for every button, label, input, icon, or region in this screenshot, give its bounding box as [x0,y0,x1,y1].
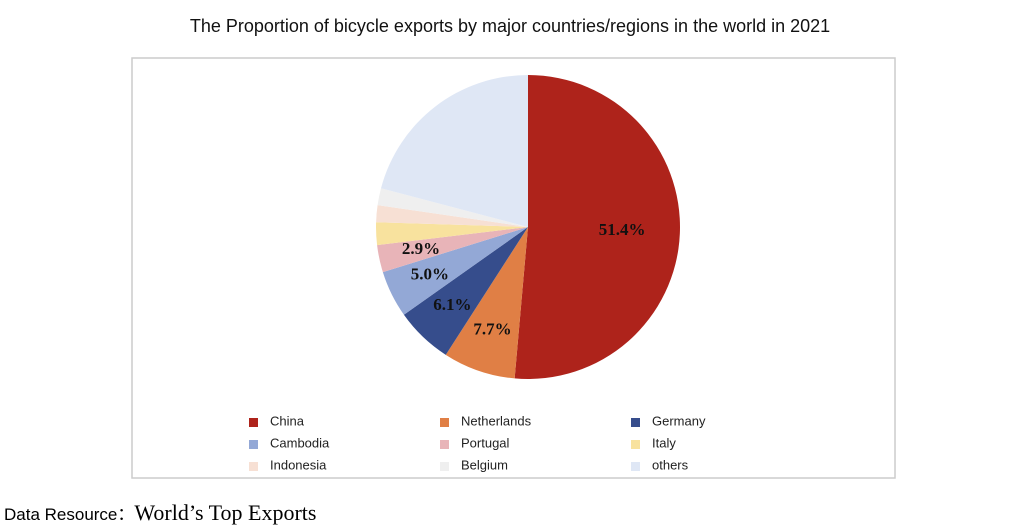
data-label: 6.1% [433,295,471,314]
legend-label: Italy [652,435,676,450]
pie-slice [377,227,528,273]
data-label: 51.4% [599,220,646,239]
legend-swatch [440,440,449,449]
data-label: 2.9% [402,239,440,258]
source-label: Data Resource： [4,505,135,524]
data-label: 7.7% [473,319,511,338]
legend-swatch [249,462,258,471]
source: Data Resource：World’s Top Exports [4,500,316,526]
legend-swatch [440,418,449,427]
pie-slice [377,188,528,227]
pie-slice [445,227,528,379]
pie-slice [403,227,528,355]
legend-swatch [249,418,258,427]
pie-slice [376,205,528,227]
source-text: World’s Top Exports [134,500,317,525]
legend-swatch [631,440,640,449]
legend-swatch [249,440,258,449]
pie-slice [381,75,528,227]
legend-label: others [652,457,689,472]
legend-label: Cambodia [270,435,330,450]
pie-slice [514,75,680,379]
legend-label: China [270,413,305,428]
chart-title: The Proportion of bicycle exports by maj… [190,16,830,36]
data-label: 5.0% [411,264,449,283]
chart: The Proportion of bicycle exports by maj… [131,16,896,479]
legend-label: Portugal [461,435,510,450]
pie-slice [382,227,528,315]
legend-label: Indonesia [270,457,327,472]
legend-swatch [631,418,640,427]
legend-swatch [440,462,449,471]
legend-label: Germany [652,413,706,428]
legend-label: Netherlands [461,413,532,428]
legend-swatch [631,462,640,471]
legend-label: Belgium [461,457,508,472]
pie-slice [376,222,528,246]
